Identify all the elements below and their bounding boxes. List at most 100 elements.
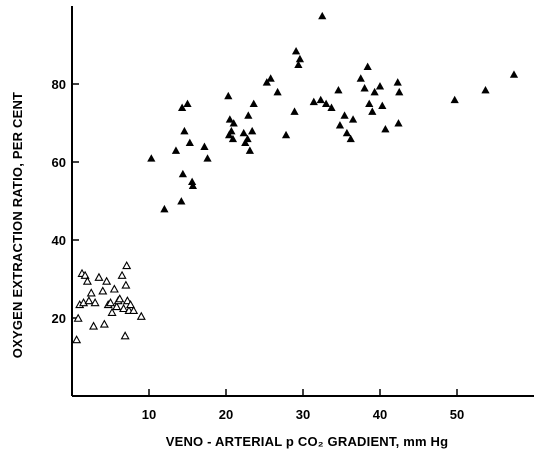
filled-triangle-point [245,146,254,154]
filled-triangle-point [183,99,192,108]
filled-triangle-point [365,99,374,108]
filled-triangle-point [262,78,271,86]
axes [71,6,534,397]
open-triangle-point [136,311,146,320]
x-tick-label: 30 [296,407,310,422]
open-triangle-point [72,335,82,344]
filled-triangle-point [200,142,209,150]
x-tick-label: 20 [219,407,233,422]
open-triangle-point [115,294,125,303]
open-triangle-point [122,296,132,305]
open-triangle-point [73,313,83,322]
open-triangle-point [112,301,122,311]
filled-triangle-point [309,97,318,106]
open-triangle-point [122,260,132,270]
filled-triangle-point [249,99,258,108]
open-triangle-point [119,303,129,313]
y-ticks: 20 40 60 80 [52,77,79,326]
filled-triangle-point [360,84,369,92]
open-triangle-point [107,307,117,316]
filled-triangle-point [224,130,234,139]
filled-triangle-point [318,11,327,20]
filled-triangle-point [228,134,238,143]
open-triangle-point [89,321,99,330]
x-axis-title: VENO - ARTERIAL p CO₂ GRADIENT, mm Hg [166,434,449,449]
filled-triangle-point [224,91,233,100]
filled-triangle-point [342,128,351,137]
filled-triangle-point [203,154,212,162]
filled-triangle-point [291,46,301,55]
y-tick-label: 20 [52,311,66,326]
filled-triangle-point [160,204,169,213]
filled-triangle-point [481,85,490,94]
filled-triangle-point [363,62,372,70]
filled-triangle-point [316,95,325,104]
filled-triangle-point [225,115,234,123]
filled-triangle-point [381,124,390,133]
filled-triangle-point [356,74,365,82]
filled-triangle-point [241,138,250,147]
filled-triangle-point [180,126,189,135]
y-tick-label: 40 [52,233,66,248]
filled-triangle-point [509,70,519,78]
filled-triangle-point [335,121,345,129]
filled-triangle-point [393,78,402,86]
filled-triangle-point [177,197,186,205]
open-triangle-point [120,331,130,340]
filled-triangle-point [290,107,299,115]
open-triangle-point [129,305,139,315]
filled-triangle-point [281,130,291,139]
filled-triangle-point [243,134,252,143]
filled-triangle-point [147,154,156,162]
filled-triangle-point [450,95,459,104]
open-triangle-point [99,319,109,328]
filled-triangle-point [266,74,275,82]
open-triangle-point [125,299,136,309]
filled-triangle-point [248,126,257,135]
filled-triangle-point [395,87,404,96]
open-triangle-point [98,286,108,295]
open-triangle-point [84,296,94,305]
filled-triangle-point [378,101,387,109]
filled-triangle-point [178,169,187,178]
filled-triangle-point [294,60,303,69]
open-triangle-point [82,276,92,285]
x-tick-label: 40 [373,407,387,422]
open-triangle-point [121,280,131,289]
y-axis-title: OXYGEN EXTRACTION RATIO, PER CENT [10,92,25,358]
x-tick-label: 50 [450,407,464,422]
filled-triangle-point [394,119,403,127]
open-triangle-point [102,276,112,285]
filled-triangle-point [178,103,187,111]
filled-triangle-point [370,87,379,96]
filled-triangle-point [368,107,377,115]
open-triangle-point [90,298,100,307]
filled-triangle-point [273,87,282,96]
filled-triangle-point [334,85,343,94]
data-points [72,11,519,344]
filled-triangle-point [295,54,305,63]
filled-triangle-point [185,138,194,147]
filled-triangle-point [321,99,331,108]
open-triangle-point [86,288,96,297]
y-tick-label: 60 [52,155,66,170]
y-tick-label: 80 [52,77,66,92]
open-triangle-point [105,298,116,307]
open-triangle-point [117,270,127,279]
filled-triangle-point [244,111,253,119]
filled-triangle-point [188,181,197,189]
filled-triangle-point [229,119,238,127]
filled-triangle-point [239,128,248,137]
filled-triangle-point [375,82,385,90]
filled-triangle-point [171,146,181,154]
x-ticks: 10 20 30 40 50 [142,389,464,422]
filled-triangle-point [227,126,236,135]
filled-triangle-point [346,134,355,143]
open-triangle-point [80,270,90,279]
filled-triangle-point [327,103,336,111]
filled-triangle-point [340,111,349,119]
open-triangle-point [94,272,104,281]
x-tick-label: 10 [142,407,156,422]
open-triangle-point [109,284,119,293]
